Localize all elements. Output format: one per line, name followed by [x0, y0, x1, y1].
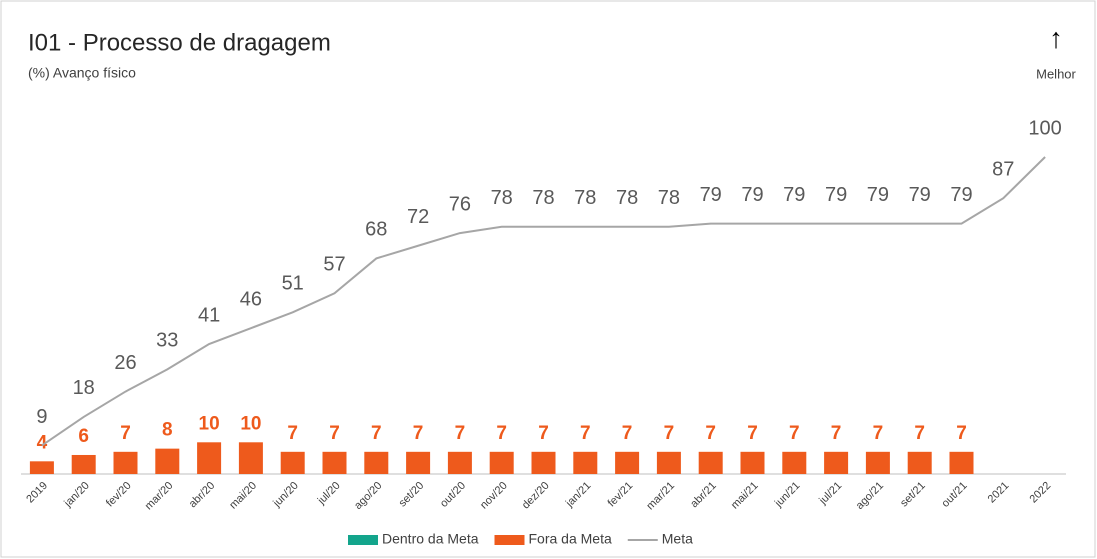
- bar: [949, 451, 974, 474]
- bar: [364, 451, 389, 474]
- bar: [656, 451, 681, 474]
- bar-value-label: 7: [705, 423, 716, 444]
- line-value-label: 78: [491, 187, 513, 209]
- bar: [238, 442, 263, 474]
- bar: [71, 454, 96, 474]
- bar-value-label: 7: [455, 423, 466, 444]
- line-value-label: 26: [114, 352, 136, 374]
- bar: [531, 451, 556, 474]
- line-value-label: 46: [240, 288, 262, 310]
- bar: [406, 451, 431, 474]
- bar-value-label: 7: [914, 423, 925, 444]
- bar: [573, 451, 598, 474]
- bar-value-label: 7: [329, 423, 340, 444]
- legend-swatch: [494, 535, 525, 545]
- bar: [782, 451, 807, 474]
- bar-value-label: 7: [580, 423, 591, 444]
- chart-subtitle: (%) Avanço físico: [28, 65, 136, 81]
- bar: [322, 451, 347, 474]
- bar-value-label: 7: [831, 423, 842, 444]
- bar-value-label: 6: [78, 426, 89, 447]
- line-value-label: 51: [282, 273, 304, 295]
- line-value-label: 57: [323, 254, 345, 276]
- legend-label: Dentro da Meta: [382, 531, 479, 547]
- line-value-label: 18: [73, 377, 95, 399]
- direction-arrow: ↑: [1049, 22, 1063, 53]
- bar-value-label: 10: [199, 413, 220, 434]
- bar-value-label: 4: [37, 432, 48, 453]
- bar-value-label: 7: [789, 423, 800, 444]
- bar: [698, 451, 723, 474]
- line-value-label: 78: [658, 187, 680, 209]
- bar-value-label: 7: [664, 423, 675, 444]
- line-value-label: 78: [532, 187, 554, 209]
- bar: [740, 451, 765, 474]
- line-value-label: 79: [741, 184, 763, 206]
- line-value-label: 72: [407, 206, 429, 228]
- legend-swatch: [348, 535, 378, 545]
- line-value-label: 78: [616, 187, 638, 209]
- bar: [113, 451, 138, 474]
- bar-value-label: 7: [287, 423, 298, 444]
- bar-value-label: 7: [622, 423, 633, 444]
- direction-label: Melhor: [1036, 66, 1076, 81]
- bar: [615, 451, 640, 474]
- line-value-label: 9: [36, 406, 47, 428]
- line: [41, 156, 1046, 447]
- line-value-label: 33: [156, 330, 178, 352]
- bar: [29, 461, 54, 474]
- bar-value-label: 7: [747, 423, 758, 444]
- line-value-label: 79: [783, 184, 805, 206]
- bar-value-label: 10: [240, 413, 261, 434]
- bar-value-label: 7: [956, 423, 967, 444]
- chart-title: I01 - Processo de dragagem: [28, 29, 331, 56]
- line-value-label: 68: [365, 219, 387, 241]
- bar-value-label: 7: [413, 423, 424, 444]
- bar-value-label: 7: [496, 423, 507, 444]
- bar: [865, 451, 890, 474]
- line-value-label: 79: [867, 184, 889, 206]
- line-value-label: 79: [909, 184, 931, 206]
- line-value-label: 79: [700, 184, 722, 206]
- legend-label: Fora da Meta: [529, 531, 612, 547]
- bar: [824, 451, 849, 474]
- bar-value-label: 8: [162, 420, 173, 441]
- legend-label: Meta: [662, 531, 693, 547]
- bar: [447, 451, 472, 474]
- bar: [907, 451, 932, 474]
- line-value-label: 41: [198, 304, 220, 326]
- bar-value-label: 7: [538, 423, 549, 444]
- line-value-label: 76: [449, 193, 471, 215]
- bar: [489, 451, 514, 474]
- line-value-label: 79: [950, 184, 972, 206]
- bar-value-label: 7: [371, 423, 382, 444]
- line-value-label: 78: [574, 187, 596, 209]
- bar: [280, 451, 305, 474]
- bar-value-label: 7: [873, 423, 884, 444]
- line-value-label: 79: [825, 184, 847, 206]
- line-value-label: 87: [992, 158, 1014, 180]
- bar: [197, 442, 222, 474]
- line-value-label: 100: [1028, 117, 1061, 139]
- bar: [155, 448, 180, 474]
- bar-value-label: 7: [120, 423, 131, 444]
